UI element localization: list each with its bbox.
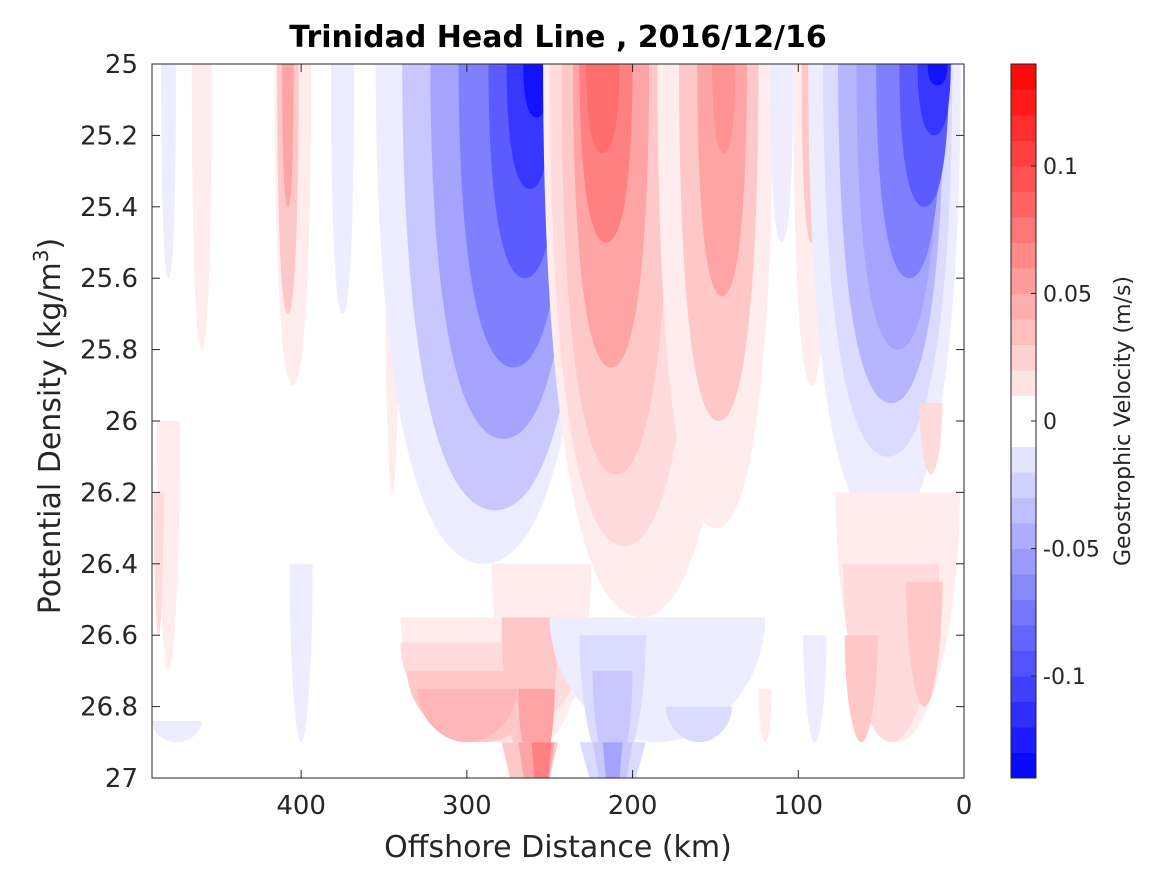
- contour-region: [161, 64, 177, 279]
- contour-region: [906, 581, 943, 707]
- colorbar-swatch: [1011, 676, 1036, 702]
- contour-region: [417, 688, 517, 743]
- y-tick-label: 25: [105, 50, 138, 80]
- velocity-contours: [152, 64, 961, 778]
- colorbar-swatch: [1011, 727, 1036, 753]
- y-tick-label: 27: [105, 764, 138, 794]
- contour-region: [844, 635, 878, 743]
- y-axis-label: Potential Density (kg/m3): [29, 238, 68, 614]
- contour-region: [156, 421, 181, 671]
- colorbar-tick-label: 0: [1043, 410, 1057, 435]
- colorbar-swatch: [1011, 64, 1036, 90]
- contour-region: [330, 64, 355, 314]
- colorbar-swatch: [1011, 523, 1036, 549]
- colorbar-swatch: [1011, 421, 1036, 447]
- y-tick-label: 26.6: [80, 621, 138, 651]
- colorbar-tick-label: 0.1: [1043, 155, 1078, 180]
- colorbar-swatch: [1011, 472, 1036, 498]
- contour-region: [758, 688, 772, 743]
- colorbar-swatch: [1011, 217, 1036, 243]
- colorbar-swatch: [1011, 140, 1036, 167]
- colorbar-swatch: [1011, 268, 1036, 294]
- colorbar: 0.1 0.05 0 -0.05 -0.1: [1010, 63, 1100, 779]
- x-tick-label: 400: [276, 791, 326, 821]
- contour-region: [665, 706, 732, 743]
- colorbar-swatch: [1011, 319, 1036, 345]
- contour-region: [289, 563, 313, 743]
- colorbar-swatch: [1011, 497, 1036, 524]
- contour-region: [191, 64, 212, 350]
- colorbar-tick-label: 0.05: [1043, 283, 1092, 308]
- contour-region: [927, 64, 948, 86]
- x-tick-label: 200: [608, 791, 658, 821]
- bottom-columns: [501, 742, 646, 778]
- x-tick-label: 0: [956, 791, 973, 821]
- colorbar-swatch: [1011, 293, 1036, 320]
- colorbar-swatch: [1011, 446, 1036, 473]
- y-tick-label: 26.2: [80, 478, 138, 508]
- contour-region: [919, 403, 943, 475]
- y-tick-label: 26.4: [80, 550, 138, 580]
- contour-region: [282, 64, 294, 207]
- colorbar-tick-label: -0.05: [1043, 538, 1100, 563]
- bottom-column: [602, 742, 623, 778]
- contour-region: [712, 64, 736, 154]
- colorbar-swatch: [1011, 191, 1036, 218]
- colorbar-swatch: [1011, 395, 1036, 422]
- y-tick-label: 25.8: [80, 336, 138, 366]
- y-axis-label-main: Potential Density (kg/m: [33, 262, 68, 614]
- contour-region: [586, 64, 620, 154]
- x-tick-label: 100: [773, 791, 823, 821]
- bottom-column: [531, 742, 552, 778]
- contour-region: [770, 64, 794, 243]
- contour-region: [697, 64, 747, 297]
- x-tick-label: 300: [442, 791, 492, 821]
- colorbar-swatch: [1011, 344, 1036, 371]
- colorbar-swatch: [1011, 242, 1036, 269]
- y-axis: 25 25.2 25.4 25.6 25.8 26 26.2 26.4 26.6 26.8 27: [80, 50, 964, 794]
- colorbar-label: Geostrophic Velocity (m/s): [1111, 276, 1136, 566]
- colorbar-swatch: [1011, 166, 1036, 192]
- colorbar-swatch: [1011, 752, 1036, 779]
- bottom-mask: [152, 742, 964, 778]
- y-axis-label-superscript: 3: [29, 249, 53, 262]
- colorbar-swatch: [1011, 89, 1036, 116]
- plot-area: [151, 63, 965, 779]
- colorbar-swatch: [1011, 599, 1036, 626]
- x-axis: 400 300 200 100 0: [276, 64, 972, 821]
- x-axis-label: Offshore Distance (km): [384, 830, 732, 865]
- contour-region: [803, 635, 827, 743]
- contour-region: [523, 64, 550, 118]
- colorbar-swatch: [1011, 625, 1036, 651]
- colorbar-swatch: [1011, 115, 1036, 141]
- y-tick-label: 26.8: [80, 693, 138, 723]
- colorbar-swatch: [1011, 701, 1036, 728]
- y-tick-label: 26: [105, 407, 138, 437]
- y-tick-label: 25.4: [80, 193, 138, 223]
- contour-region: [152, 720, 202, 743]
- colorbar-swatch: [1011, 548, 1036, 575]
- colorbar-swatch: [1011, 370, 1036, 396]
- colorbar-swatch: [1011, 574, 1036, 600]
- chart-title: Trinidad Head Line , 2016/12/16: [289, 20, 826, 55]
- y-axis-label-close: ): [33, 238, 68, 250]
- colorbar-swatch: [1011, 650, 1036, 677]
- y-tick-label: 25.2: [80, 121, 138, 151]
- colorbar-tick-label: -0.1: [1043, 665, 1086, 690]
- y-tick-label: 25.6: [80, 264, 138, 294]
